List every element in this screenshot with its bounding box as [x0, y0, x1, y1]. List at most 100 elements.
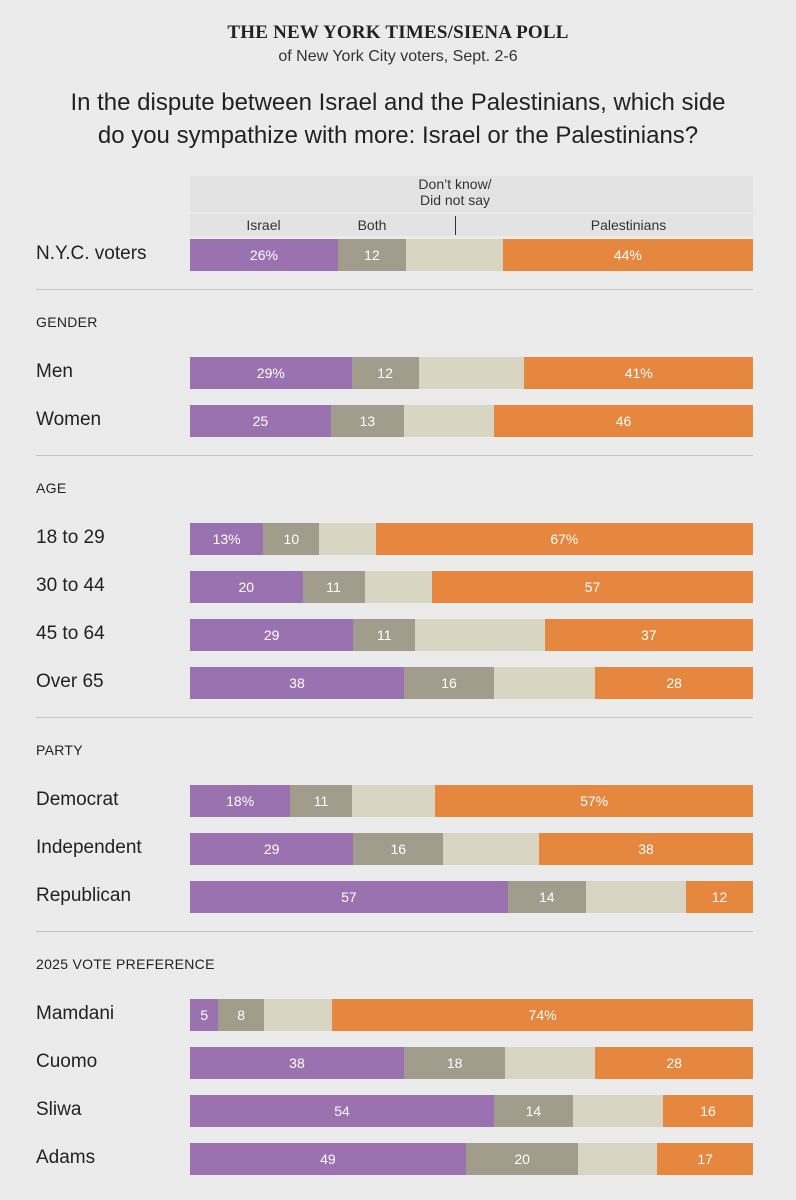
row-label: 18 to 29	[36, 527, 105, 548]
data-label: 28	[666, 675, 682, 691]
data-label: 41%	[624, 365, 653, 381]
row-label: Men	[36, 361, 73, 382]
stacked-bar: 25 13 46	[190, 405, 753, 437]
row-label: 30 to 44	[36, 575, 105, 596]
data-label: 5	[200, 1007, 209, 1023]
dont-know-segment	[443, 833, 540, 865]
legend-dont-know: Don’t know/ Did not say	[390, 176, 520, 208]
data-label: 38	[638, 841, 654, 857]
row-label: Mamdani	[36, 1003, 115, 1024]
data-label: 74%	[528, 1007, 557, 1023]
palestinians-segment: 28	[595, 667, 753, 699]
data-label: 57	[341, 889, 357, 905]
question-line-1: In the dispute between Israel and the Pa…	[70, 89, 726, 116]
both-segment: 12	[337, 239, 407, 271]
row-label: Cuomo	[36, 1051, 98, 1072]
stacked-bar: 29 11 37	[190, 619, 753, 651]
palestinians-segment: 46	[494, 405, 753, 437]
palestinians-segment: 57	[432, 571, 753, 603]
israel-segment: 13%	[190, 523, 264, 555]
section-divider	[36, 455, 753, 456]
palestinians-segment: 67%	[375, 523, 753, 555]
palestinians-segment: 37	[544, 619, 753, 651]
row-label: Women	[36, 409, 102, 430]
dont-know-segment	[572, 1095, 663, 1127]
data-label: 46	[615, 413, 632, 429]
stacked-bar: 29 16 38	[190, 833, 753, 865]
israel-segment: 49	[190, 1143, 466, 1175]
section-title: PARTY	[36, 742, 83, 758]
palestinians-segment: 57%	[435, 785, 753, 817]
data-label: 12	[711, 889, 728, 905]
legend-band	[190, 176, 753, 236]
row-label: Independent	[36, 837, 142, 858]
data-label: 29%	[256, 365, 285, 381]
both-segment: 20	[465, 1143, 579, 1175]
data-label: 11	[326, 579, 341, 595]
palestinians-segment: 28	[595, 1047, 753, 1079]
stacked-bar: 26% 12 44%	[190, 239, 753, 271]
data-label: 11	[313, 793, 329, 809]
row-label: 45 to 64	[36, 623, 105, 644]
data-label: 12	[377, 365, 393, 381]
israel-segment: 29	[190, 833, 354, 865]
legend-dont-know-tick	[455, 216, 456, 235]
row-label: Adams	[36, 1147, 96, 1168]
stacked-bar: 5 8 74%	[190, 999, 753, 1031]
palestinians-segment: 16	[662, 1095, 753, 1127]
israel-segment: 38	[190, 667, 404, 699]
section-title: AGE	[36, 480, 67, 496]
poll-subtitle: of New York City voters, Sept. 2-6	[278, 48, 518, 65]
data-label: 16	[441, 675, 457, 691]
israel-segment: 29%	[190, 357, 352, 389]
dont-know-segment	[494, 667, 596, 699]
data-label: 38	[289, 1055, 305, 1071]
data-label: 13	[359, 413, 376, 429]
both-segment: 12	[351, 357, 419, 389]
data-label: 12	[364, 247, 380, 263]
dont-know-segment	[415, 619, 545, 651]
stacked-bar: 38 18 28	[190, 1047, 753, 1079]
data-label: 17	[697, 1151, 713, 1167]
legend-dont-know-line-1: Don’t know/	[418, 176, 492, 192]
dont-know-segment	[505, 1047, 596, 1079]
palestinians-segment: 44%	[502, 239, 753, 271]
data-label: 49	[320, 1151, 336, 1167]
both-segment: 16	[353, 833, 444, 865]
section-divider	[36, 717, 753, 718]
palestinians-segment: 12	[686, 881, 753, 913]
dont-know-segment	[403, 405, 495, 437]
data-label: 11	[376, 627, 392, 643]
dont-know-segment	[406, 239, 503, 271]
data-label: 44%	[613, 247, 642, 263]
data-label: 67%	[550, 531, 579, 547]
palestinians-segment: 74%	[332, 999, 753, 1031]
stacked-bar: 49 20 17	[190, 1143, 753, 1175]
dont-know-segment	[364, 571, 433, 603]
stacked-bar: 13% 10 67%	[190, 523, 753, 555]
data-label: 28	[666, 1055, 682, 1071]
stacked-bar: 38 16 28	[190, 667, 753, 699]
data-label: 13%	[212, 531, 241, 547]
data-label: 37	[641, 627, 657, 643]
both-segment: 18	[403, 1047, 506, 1079]
row-label: Over 65	[36, 671, 104, 692]
dont-know-segment	[351, 785, 436, 817]
data-label: 18	[446, 1055, 463, 1071]
legend-band-top	[190, 176, 753, 212]
dont-know-segment	[418, 357, 525, 389]
data-label: 14	[525, 1103, 542, 1119]
data-label: 8	[237, 1007, 246, 1023]
row-label: Democrat	[36, 789, 119, 810]
section-divider	[36, 289, 753, 290]
poll-question: In the dispute between Israel and the Pa…	[0, 86, 796, 152]
dont-know-segment	[578, 1143, 658, 1175]
israel-segment: 20	[190, 571, 303, 603]
stacked-bar: 57 14 12	[190, 881, 753, 913]
legend-israel: Israel	[246, 217, 281, 233]
israel-segment: 18%	[190, 785, 291, 817]
israel-segment: 38	[190, 1047, 404, 1079]
data-label: 20	[238, 579, 255, 595]
data-label: 57	[584, 579, 601, 595]
stacked-bar: 20 11 57	[190, 571, 753, 603]
